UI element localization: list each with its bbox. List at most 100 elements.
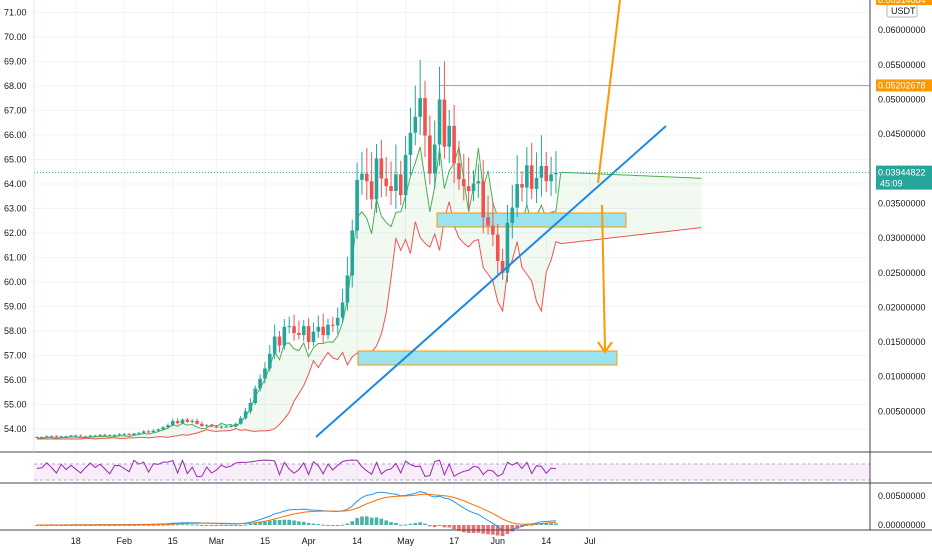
macd-histogram-bar [326,524,330,526]
candle-body [127,434,131,436]
left-tick-label: 55.00 [4,400,27,410]
candle-body [525,165,529,188]
candle-body [151,430,156,433]
candle-body [175,421,180,424]
candle-body [316,326,321,332]
candle-body [544,166,549,182]
candle-body [243,411,248,419]
candle-body [408,132,413,155]
candle-body [137,432,141,434]
macd-histogram-bar [103,524,107,526]
candle-body [413,116,418,133]
left-tick-label: 71.00 [4,8,27,18]
candles [35,59,558,438]
candle-body [428,135,432,174]
macd-histogram-bar [442,525,447,528]
candle-body [112,434,117,436]
candle-body [539,166,544,178]
signal-line [37,493,556,526]
macd-histogram-bar [500,525,505,537]
time-tick-label: 15 [168,536,178,546]
arrow-down-line [601,204,606,351]
candle-body [335,317,340,326]
macd-tick-label: 0.00000000 [878,520,926,530]
candle-body [238,418,243,424]
macd-histogram-bar [107,524,112,526]
macd-histogram-bar [282,519,287,525]
left-tick-label: 64.00 [4,179,27,189]
macd-histogram-bar [93,524,97,526]
candle-body [209,425,214,427]
macd-histogram-bar [151,524,156,526]
arrow-down-head [597,341,613,354]
candle-body [491,225,495,235]
candle-body [146,431,151,433]
macd-histogram-bar [248,524,253,526]
macd-histogram-bar [175,524,180,526]
candle-body [510,207,515,223]
macd-histogram-bar [137,524,141,526]
macd-histogram-bar [166,524,170,526]
time-tick-label: Mar [209,536,225,546]
time-tick-label: May [397,536,415,546]
candle-body [476,181,481,184]
resistance-price-badge [876,79,932,92]
macd-histogram-bar [83,524,88,526]
left-tick-label: 62.00 [4,228,27,238]
macd-histogram-bar [360,516,364,525]
right-tick-label: 0.01500000 [878,337,926,347]
candle-body [44,436,49,438]
macd-histogram-bar [331,525,335,526]
macd-histogram-bar [122,524,127,526]
candle-body [277,336,282,346]
macd-histogram-bar [539,523,544,525]
time-tick-label: Jul [584,536,596,546]
candle-body [268,353,272,369]
last-price-badge [876,165,932,190]
macd-histogram-bar [505,525,510,534]
right-tick-label: 0.02500000 [878,268,926,278]
candle-body [452,125,456,164]
candle-body [190,421,194,423]
candle-body [248,403,253,412]
support-zone-lower [357,350,618,366]
candle-body [534,177,539,189]
left-tick-label: 59.00 [4,302,27,312]
macd-histogram-bar [277,520,282,525]
macd-histogram-bar [78,524,83,526]
macd-histogram-bar [418,522,422,525]
macd-histogram-bar [476,525,481,533]
right-tick-label: 0.02000000 [878,302,926,312]
macd-histogram-bar [146,524,151,526]
right-tick-label: 0.00500000 [878,406,926,416]
candle-body [195,421,199,424]
macd-histogram-bar [161,524,165,526]
time-tick-label: Feb [117,536,133,546]
candle-body [69,435,73,437]
candle-body [74,435,78,437]
candle-body [379,158,384,179]
candle-body [297,333,301,336]
left-tick-label: 69.00 [4,57,27,67]
arrow-up-line [597,0,621,184]
macd-histogram-bar [408,523,413,525]
macd-histogram-bar [529,524,534,526]
macd-histogram-bar [350,521,355,525]
candle-body [98,434,102,436]
macd-histogram-bar [423,523,427,525]
macd-histogram-bar [132,524,136,526]
macd-histogram-bar [185,524,190,526]
drawings [34,0,870,438]
candle-body [117,434,122,436]
candle-body [398,174,403,196]
candle-body [253,388,258,404]
top-price-badge [876,0,932,5]
left-tick-label: 67.00 [4,106,27,116]
macd-histogram-bar [156,524,161,526]
candle-body [389,186,393,191]
macd-histogram-bar [141,524,146,526]
support-zone-upper [436,212,627,228]
macd-histogram-bar [544,523,549,525]
right-tick-label: 0.03500000 [878,198,926,208]
